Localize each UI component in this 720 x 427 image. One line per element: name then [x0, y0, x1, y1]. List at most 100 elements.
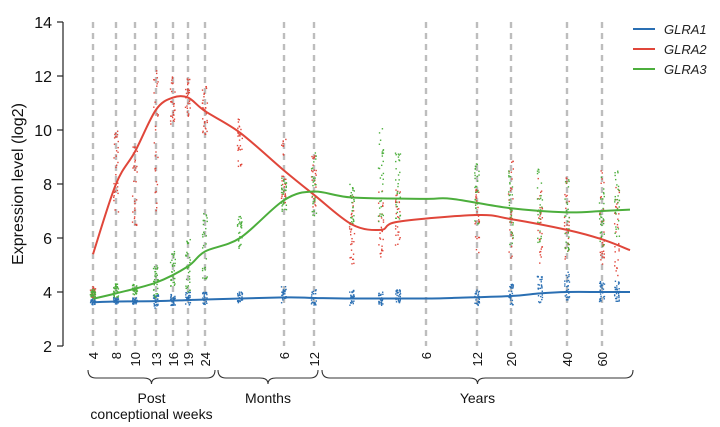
- sample-point: [311, 179, 313, 181]
- sample-point: [510, 231, 513, 233]
- sample-point: [395, 225, 397, 227]
- sample-point: [93, 300, 95, 302]
- sample-point: [238, 291, 241, 293]
- sample-point: [240, 226, 242, 228]
- sample-point: [92, 295, 94, 298]
- sample-point: [155, 151, 157, 153]
- sample-point: [203, 294, 206, 296]
- sample-point: [618, 294, 620, 297]
- sample-point: [135, 167, 137, 169]
- sample-point: [378, 301, 380, 303]
- sample-point: [397, 153, 400, 155]
- trend-lines: [92, 94, 631, 304]
- sample-point: [282, 290, 284, 292]
- sample-point: [510, 286, 512, 288]
- sample-point: [116, 283, 119, 285]
- sample-point: [241, 296, 243, 298]
- sample-point: [352, 296, 354, 298]
- sample-point: [90, 291, 92, 293]
- x-tick-label: 6: [277, 352, 292, 359]
- sample-point: [285, 186, 287, 189]
- sample-point: [601, 224, 603, 227]
- sample-point: [541, 278, 543, 280]
- sample-point: [172, 276, 174, 278]
- sample-point: [171, 115, 173, 117]
- sample-point: [169, 120, 172, 122]
- sample-point: [173, 297, 175, 300]
- sample-point: [511, 255, 513, 257]
- sample-point: [92, 288, 94, 290]
- sample-point: [239, 244, 241, 246]
- sample-point: [114, 132, 117, 135]
- sample-point: [474, 302, 476, 304]
- sample-point: [154, 281, 156, 283]
- sample-point: [565, 232, 567, 234]
- sample-point: [113, 194, 115, 197]
- sample-point: [206, 121, 208, 124]
- sample-point: [116, 189, 119, 192]
- sample-point: [173, 120, 175, 122]
- sample-point: [563, 225, 566, 227]
- sample-point: [91, 296, 93, 299]
- sample-point: [539, 230, 541, 232]
- sample-point: [617, 281, 620, 283]
- sample-point: [134, 203, 136, 205]
- sample-point: [156, 265, 158, 267]
- sample-point: [172, 301, 175, 303]
- sample-point: [395, 189, 397, 191]
- sample-point: [398, 192, 401, 194]
- sample-point: [237, 240, 240, 242]
- sample-point: [238, 222, 240, 225]
- sample-point: [566, 201, 568, 204]
- sample-point: [537, 288, 540, 290]
- sample-point: [202, 236, 204, 238]
- sample-point: [474, 223, 476, 225]
- sample-point: [475, 189, 477, 192]
- sample-point: [94, 291, 97, 294]
- sample-point: [382, 172, 385, 175]
- sample-point: [237, 295, 239, 297]
- age-group-label: Post: [137, 390, 165, 406]
- sample-point: [281, 210, 283, 212]
- sample-point: [600, 236, 603, 239]
- sample-point: [394, 244, 397, 246]
- sample-point: [352, 218, 355, 221]
- sample-points: [89, 70, 621, 309]
- sample-point: [156, 283, 158, 286]
- sample-point: [117, 291, 119, 293]
- sample-point: [238, 239, 240, 241]
- sample-point: [206, 297, 208, 299]
- sample-point: [395, 301, 398, 303]
- sample-point: [618, 189, 621, 192]
- sample-point: [116, 286, 119, 288]
- sample-point: [157, 267, 159, 269]
- sample-point: [189, 107, 191, 109]
- sample-point: [285, 182, 288, 184]
- sample-point: [113, 299, 115, 302]
- sample-point: [171, 76, 174, 78]
- sample-point: [237, 294, 239, 296]
- sample-point: [398, 201, 400, 203]
- sample-point: [397, 291, 399, 294]
- sample-point: [90, 292, 93, 294]
- sample-point: [396, 291, 398, 294]
- sample-point: [132, 298, 135, 300]
- x-tick-label: 6: [419, 352, 434, 359]
- sample-point: [539, 231, 541, 234]
- sample-point: [315, 304, 317, 306]
- sample-point: [134, 159, 136, 162]
- sample-point: [154, 129, 157, 131]
- sample-point: [187, 82, 190, 84]
- sample-point: [512, 286, 514, 288]
- grid-lines: [91, 22, 604, 346]
- sample-point: [90, 295, 92, 298]
- sample-point: [205, 215, 208, 217]
- sample-point: [381, 151, 383, 153]
- sample-point: [382, 160, 384, 163]
- sample-point: [115, 285, 118, 288]
- sample-point: [154, 191, 156, 194]
- sample-point: [565, 177, 567, 179]
- sample-point: [185, 292, 187, 294]
- sample-point: [188, 256, 191, 259]
- sample-point: [614, 201, 616, 203]
